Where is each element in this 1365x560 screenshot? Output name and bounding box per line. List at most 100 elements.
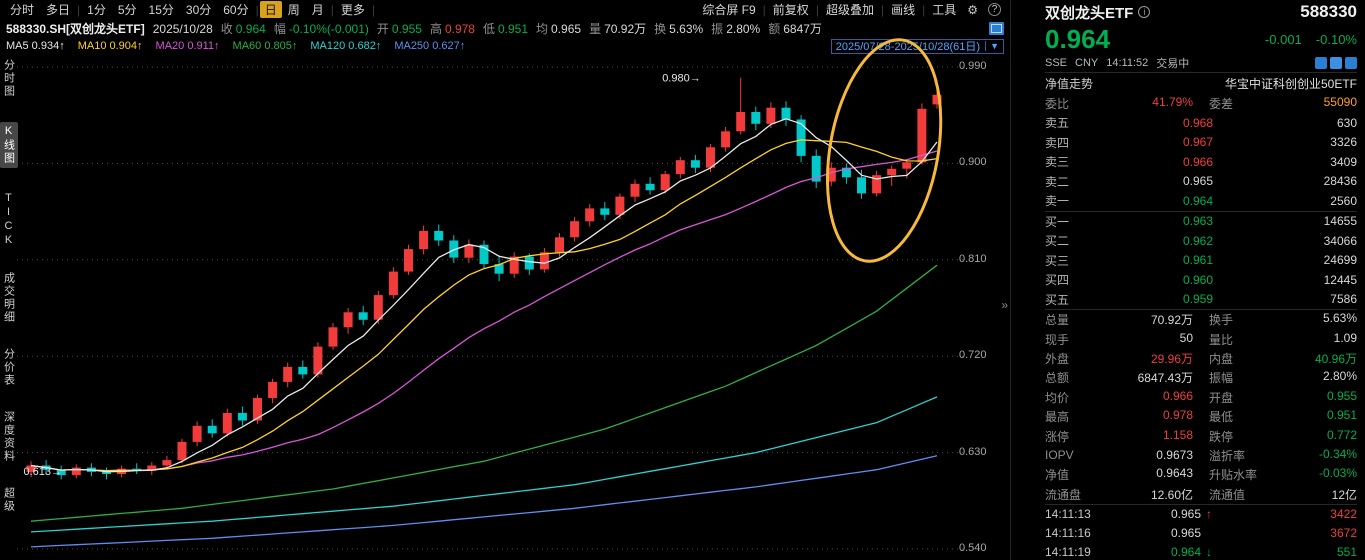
stats-grid: 总量 70.92万 换手 5.63% 现手 50 量比 1.09 外盘 29.96万 内盘 40.96… xyxy=(1045,310,1357,504)
stat-label: 升贴水率 xyxy=(1209,468,1258,483)
period-tab-6[interactable]: 30分 xyxy=(185,3,212,17)
quote-field: 量 70.92万 xyxy=(589,20,646,37)
stat-value: 12亿 xyxy=(1331,487,1357,502)
gear-icon[interactable]: ⚙ xyxy=(967,2,978,17)
ask-row[interactable]: 卖二 0.965 28436 xyxy=(1045,172,1357,192)
date-label: 2025/10/28 xyxy=(152,21,213,36)
tool-button-2[interactable]: 前复权 xyxy=(772,3,809,17)
ask-row[interactable]: 卖三 0.966 3409 xyxy=(1045,152,1357,172)
y-axis-label: 0.810 xyxy=(959,252,987,265)
left-tab-2[interactable]: K线图 xyxy=(0,122,18,168)
quote-field: 低 0.951 xyxy=(483,20,528,37)
left-tab-4[interactable]: 成交明细 xyxy=(2,272,15,324)
stat-value: 70.92万 xyxy=(1150,313,1193,328)
stat-value: 50 xyxy=(1179,330,1193,345)
tick-price: 0.964 xyxy=(1170,545,1201,560)
bid-row[interactable]: 买五 0.959 7586 xyxy=(1045,290,1357,310)
period-tab-8[interactable]: 日 xyxy=(259,1,282,18)
nav-row: 净值走势 华宝中证科创创业50ETF xyxy=(1045,73,1357,93)
field-value: 5.63% xyxy=(669,21,704,36)
stat-cell: 量比 1.09 xyxy=(1209,331,1357,348)
tick-volume: 3672 xyxy=(1330,526,1357,541)
quick-action-icon[interactable] xyxy=(1345,57,1357,69)
period-tab-7[interactable]: 60分 xyxy=(223,3,249,17)
bid-price: 0.963 xyxy=(1182,214,1213,229)
fund-full-name: 华宝中证科创创业50ETF xyxy=(1224,76,1357,91)
bid-row[interactable]: 买二 0.962 34066 xyxy=(1045,231,1357,251)
bid-row[interactable]: 买四 0.960 12445 xyxy=(1045,270,1357,290)
quick-action-icon[interactable] xyxy=(1330,57,1342,69)
stat-value: 0.772 xyxy=(1326,427,1357,442)
stat-label: 外盘 xyxy=(1045,351,1070,366)
divider: | xyxy=(371,2,376,17)
field-label: 幅 xyxy=(273,22,286,36)
field-label: 高 xyxy=(429,22,442,36)
stat-row: 外盘 29.96万 内盘 40.96万 xyxy=(1045,349,1357,368)
tool-button-3[interactable]: 超级叠加 xyxy=(825,3,874,17)
period-tab-3[interactable]: 1分 xyxy=(87,3,106,17)
stat-label: 净值 xyxy=(1045,468,1070,483)
field-value: 0.951 xyxy=(498,21,529,36)
ask-row[interactable]: 卖五 0.968 630 xyxy=(1045,113,1357,133)
stat-cell: 流通盘 12.60亿 xyxy=(1045,486,1193,503)
quote-field: 幅 -0.10%(-0.001) xyxy=(274,20,369,37)
left-tab-strip: 分时图 K线图 TICK 成交明细分价表深度资料超级 xyxy=(0,54,18,560)
quick-action-icon[interactable] xyxy=(1315,57,1327,69)
ask-price: 0.967 xyxy=(1182,135,1213,150)
y-axis-label: 0.720 xyxy=(959,349,987,362)
stat-value: 1.158 xyxy=(1162,427,1193,442)
field-label: 振 xyxy=(711,22,724,36)
tool-button-5[interactable]: 工具 xyxy=(932,3,957,17)
period-tab-1[interactable]: 分时 xyxy=(10,3,35,17)
stat-label: 总额 xyxy=(1045,371,1070,386)
period-tab-10[interactable]: 月 xyxy=(311,3,324,17)
tool-button-1[interactable]: 综合屏 F9 xyxy=(702,3,756,17)
quote-field: 振 2.80% xyxy=(711,20,760,37)
svg-text:0.613→: 0.613→ xyxy=(24,466,63,478)
widget-icon[interactable] xyxy=(989,22,1004,35)
ask-price: 0.964 xyxy=(1182,193,1213,208)
stat-value: 0.955 xyxy=(1326,388,1357,403)
period-tab-9[interactable]: 周 xyxy=(287,3,300,17)
stat-value: 6847.43万 xyxy=(1137,371,1193,386)
weibi-value: 41.79% xyxy=(1152,94,1193,109)
stat-cell: 最高 0.978 xyxy=(1045,408,1193,425)
weibi-label: 委比 xyxy=(1045,96,1070,111)
y-axis-label: 0.900 xyxy=(959,156,987,169)
tool-button-4[interactable]: 画线 xyxy=(891,3,916,17)
stat-label: 量比 xyxy=(1209,332,1234,347)
help-icon[interactable]: ? xyxy=(988,3,1001,16)
kline-plot[interactable]: 0.980→ 0.613→ xyxy=(17,38,1010,560)
tick-time: 14:11:16 xyxy=(1045,526,1091,541)
period-tab-11[interactable]: 更多 xyxy=(340,3,365,17)
period-tab-5[interactable]: 15分 xyxy=(148,3,174,17)
nav-trend-link[interactable]: 净值走势 xyxy=(1045,76,1094,91)
panel-collapse-icon[interactable]: » xyxy=(1001,298,1008,312)
ask-row[interactable]: 卖四 0.967 3326 xyxy=(1045,133,1357,153)
divider: | xyxy=(255,2,259,17)
stat-row: 总额 6847.43万 振幅 2.80% xyxy=(1045,368,1357,387)
stat-label: 流通盘 xyxy=(1045,487,1082,502)
stat-cell: 均价 0.966 xyxy=(1045,389,1193,406)
stat-label: 跌停 xyxy=(1209,429,1234,444)
exchange-label: SSE xyxy=(1045,57,1068,69)
left-tab-6[interactable]: 深度资料 xyxy=(2,411,15,463)
left-tab-5[interactable]: 分价表 xyxy=(2,348,15,387)
stat-label: IOPV xyxy=(1045,448,1074,463)
period-tab-4[interactable]: 5分 xyxy=(117,3,137,17)
bid-row[interactable]: 买一 0.963 14655 xyxy=(1045,212,1357,232)
period-tab-2[interactable]: 多日 xyxy=(46,3,71,17)
left-tab-3[interactable]: TICK xyxy=(2,192,15,248)
ma-value-ma10: MA10 0.904↑ xyxy=(77,40,143,52)
stat-label: 涨停 xyxy=(1045,429,1070,444)
left-tab-1[interactable]: 分时图 xyxy=(2,59,15,98)
left-tab-7[interactable]: 超级 xyxy=(2,487,15,513)
bid-row[interactable]: 买三 0.961 24699 xyxy=(1045,251,1357,271)
stat-row: 现手 50 量比 1.09 xyxy=(1045,329,1357,348)
info-icon[interactable]: i xyxy=(1138,6,1151,18)
date-range-dropdown[interactable]: 2025/07/28-2025/10/28(61日) ▼ xyxy=(830,38,1004,54)
ask-row[interactable]: 卖一 0.964 2560 xyxy=(1045,191,1357,211)
chart-content: 分时图 K线图 TICK 成交明细分价表深度资料超级 0.980→ 0.613→ » 0… xyxy=(0,38,1010,560)
stat-cell: 现手 50 xyxy=(1045,331,1193,348)
